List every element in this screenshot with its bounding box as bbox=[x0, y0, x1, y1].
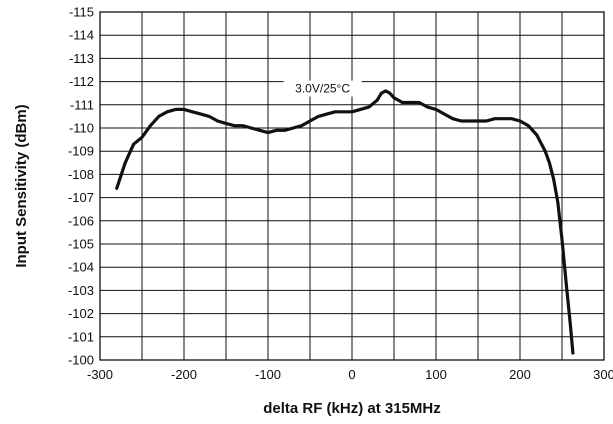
y-tick-label: -111 bbox=[70, 97, 94, 112]
x-axis-title: delta RF (kHz) at 315MHz bbox=[263, 400, 441, 417]
y-tick-label: -108 bbox=[68, 167, 94, 182]
y-tick-label: -101 bbox=[68, 329, 94, 344]
x-tick-label: 100 bbox=[425, 367, 447, 382]
series-line bbox=[115, 89, 575, 355]
y-tick-label: -104 bbox=[68, 260, 94, 275]
x-tick-label: -200 bbox=[171, 367, 197, 382]
series-layer bbox=[115, 89, 575, 355]
y-tick-label: -100 bbox=[68, 353, 94, 368]
x-tick-label: 0 bbox=[348, 367, 355, 382]
y-tick-label: -103 bbox=[68, 283, 94, 298]
y-tick-label: -115 bbox=[69, 5, 94, 20]
y-tick-label: -102 bbox=[68, 306, 94, 321]
x-tick-label: 200 bbox=[509, 367, 531, 382]
y-axis-title: Input Sensitivity (dBm) bbox=[13, 104, 30, 267]
plot-frame bbox=[99, 11, 605, 361]
y-tick-label: -106 bbox=[68, 213, 94, 228]
y-tick-label: -109 bbox=[68, 144, 94, 159]
grid bbox=[99, 11, 605, 361]
annotation-background bbox=[283, 80, 362, 97]
y-tick-label: -112 bbox=[69, 74, 94, 89]
y-tick-label: -107 bbox=[68, 190, 94, 205]
x-tick-labels: -300 -200 -100 0 100 200 300 bbox=[87, 367, 613, 382]
condition-annotation: 3.0V/25°C bbox=[295, 82, 350, 96]
x-tick-label: -300 bbox=[87, 367, 113, 382]
x-tick-label: 300 bbox=[593, 367, 613, 382]
x-tick-label: -100 bbox=[255, 367, 281, 382]
y-tick-label: -105 bbox=[68, 237, 94, 252]
y-tick-label: -110 bbox=[69, 121, 94, 136]
y-tick-labels: -115 -114 -113 -112 -111 -110 -109 -108 -107 -106… bbox=[68, 5, 94, 368]
y-tick-label: -113 bbox=[69, 51, 94, 66]
y-tick-label: -114 bbox=[69, 28, 94, 43]
